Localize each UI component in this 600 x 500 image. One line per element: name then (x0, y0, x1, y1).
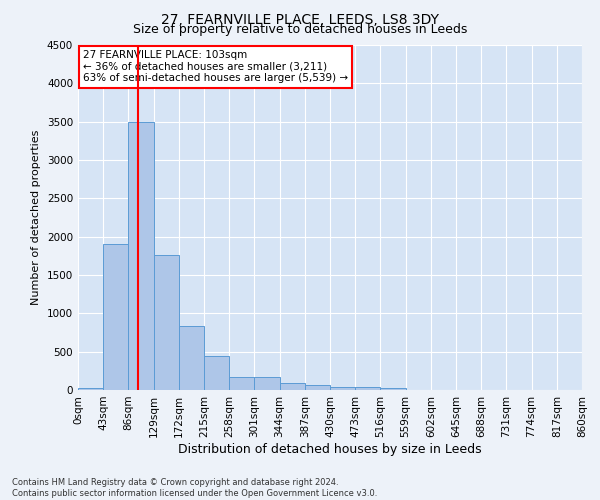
Bar (305, 386, 330, 390)
Bar (154, 255, 179, 390)
Bar (204, 356, 229, 390)
Bar (179, 326, 204, 390)
Y-axis label: Number of detached properties: Number of detached properties (31, 130, 41, 305)
Bar (280, 383, 305, 390)
Text: 27, FEARNVILLE PLACE, LEEDS, LS8 3DY: 27, FEARNVILLE PLACE, LEEDS, LS8 3DY (161, 12, 439, 26)
Bar (330, 386, 355, 390)
Bar (128, 122, 154, 390)
Bar (254, 378, 280, 390)
X-axis label: Distribution of detached houses by size in Leeds: Distribution of detached houses by size … (178, 442, 482, 456)
Bar (229, 377, 254, 390)
Bar (380, 388, 406, 390)
Text: Contains HM Land Registry data © Crown copyright and database right 2024.
Contai: Contains HM Land Registry data © Crown c… (12, 478, 377, 498)
Bar (103, 244, 128, 390)
Bar (355, 388, 380, 390)
Text: 27 FEARNVILLE PLACE: 103sqm
← 36% of detached houses are smaller (3,211)
63% of : 27 FEARNVILLE PLACE: 103sqm ← 36% of det… (83, 50, 348, 84)
Text: Size of property relative to detached houses in Leeds: Size of property relative to detached ho… (133, 22, 467, 36)
Bar (78, 388, 103, 390)
